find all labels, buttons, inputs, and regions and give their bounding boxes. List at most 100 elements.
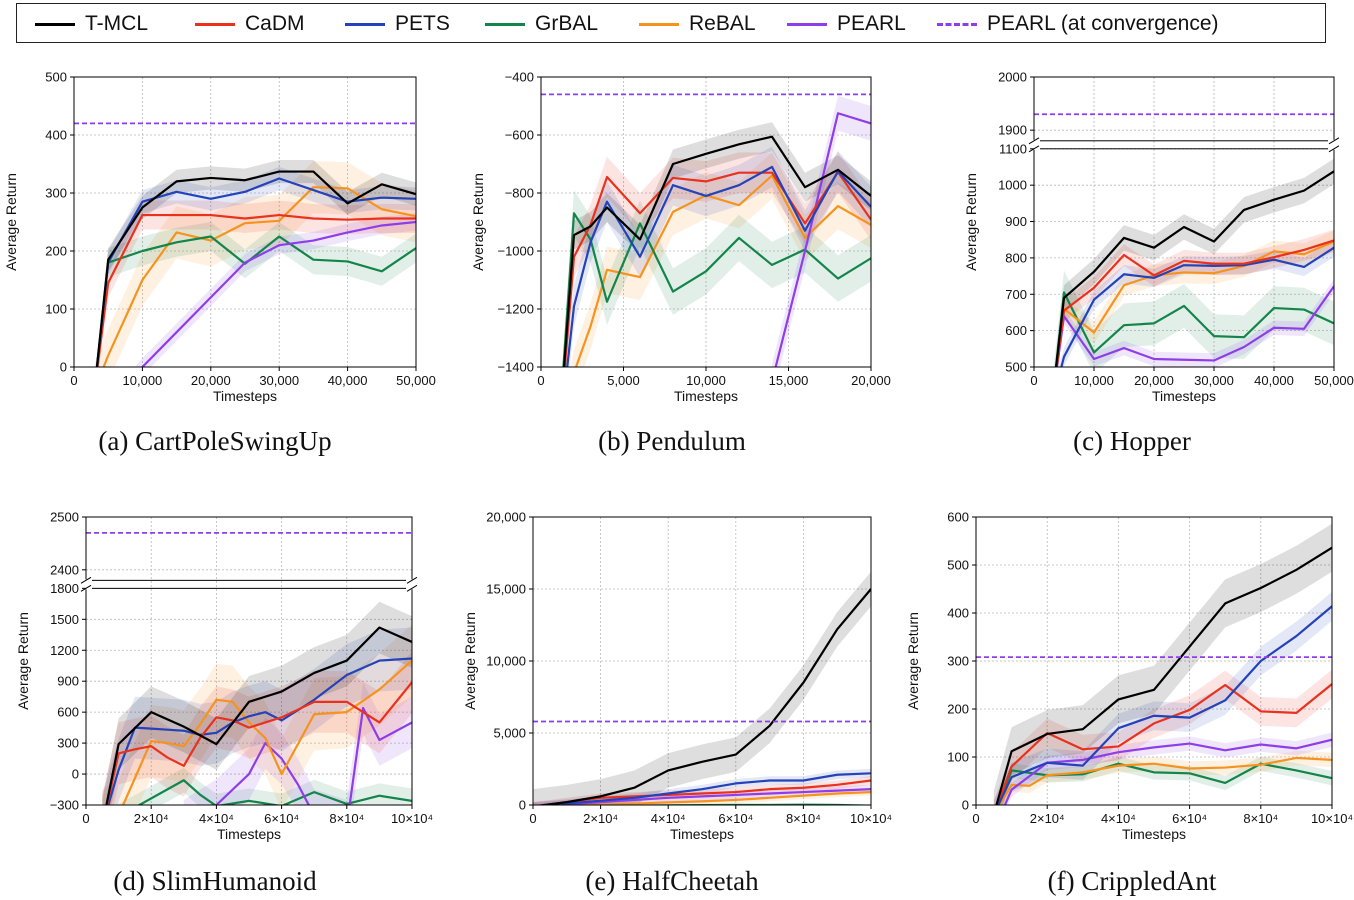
series-line-rebal (1055, 240, 1334, 367)
x-tick-label-4: 40,000 (1254, 373, 1294, 388)
legend-label-pearl: PEARL (837, 12, 906, 35)
frame-top (1033, 76, 1335, 142)
band-pets (95, 166, 416, 367)
y-tick-label-4: −600 (505, 128, 534, 143)
series-line-grbal (1054, 291, 1334, 367)
legend-swatch-pearlconv (937, 22, 977, 26)
axis-break-mask-0 (1028, 139, 1040, 150)
band-rebal (995, 750, 1332, 805)
chart-svg-pendulum: 0 5,000 10,000 15,000 20,000 −1400 −1200 −1000 −… (470, 70, 891, 405)
band-tmcl (533, 571, 871, 805)
y-tick-label-2: 300 (57, 736, 79, 751)
plot-area-crippledant (993, 523, 1332, 805)
chart-svg-slimhumanoid: 0 2×10⁴ 4×10⁴ 6×10⁴ 8×10⁴ 10×10⁴−300030060090… (15, 510, 433, 843)
legend-item-grbal: GrBAL (485, 4, 598, 44)
legend-swatch-pets (345, 22, 385, 26)
y-tick-label-5: 1000 (998, 178, 1027, 193)
legend-swatch-tmcl (35, 22, 75, 26)
series-line-tmcl (105, 626, 412, 805)
x-tick-label-4: 20,000 (851, 373, 891, 388)
y-tick-label-3: 600 (57, 705, 79, 720)
band-pearl (1001, 732, 1332, 805)
band-grbal (1053, 270, 1334, 367)
series-line-grbal (996, 762, 1332, 805)
y-top-tick-label-0: 2400 (50, 562, 79, 577)
legend-label-pearlconv: PEARL (at convergence) (987, 12, 1219, 35)
legend-item-tmcl: T-MCL (35, 4, 148, 44)
series-line-pets (1060, 246, 1334, 367)
series-line-pets (107, 657, 412, 805)
x-tick-label-1: 2×10⁴ (1030, 811, 1065, 826)
axis-break-mask-1 (406, 579, 418, 590)
x-axis-label: Timesteps (674, 388, 738, 404)
y-top-tick-label-1: 2000 (998, 70, 1027, 85)
x-tick-label-2: 10,000 (686, 373, 726, 388)
series-line-pets (536, 772, 871, 805)
band-grbal (117, 767, 412, 805)
y-tick-label-4: 400 (45, 128, 67, 143)
x-tick-label-1: 10,000 (1074, 373, 1114, 388)
axes-frame-slimhumanoid (80, 516, 418, 806)
y-tick-label-2: 10,000 (486, 654, 526, 669)
y-tick-label-5: −400 (505, 70, 534, 85)
y-tick-label-1: 600 (1005, 323, 1027, 338)
band-pets (102, 627, 412, 805)
y-top-tick-label-0: 1900 (998, 123, 1027, 138)
y-axis-label: Average Return (963, 173, 979, 271)
panel-pendulum: 0 5,000 10,000 15,000 20,000 −1400 −1200 −1000 −… (455, 55, 895, 405)
band-tmcl (102, 601, 412, 805)
caption-halfcheetah: (e) HalfCheetah (585, 866, 759, 896)
x-axis-label: Timesteps (670, 826, 734, 842)
series-line-rebal (102, 186, 416, 367)
y-tick-label-2: 200 (947, 702, 969, 717)
axis-break-mask-0 (80, 579, 92, 590)
caption-cartpole: (a) CartPoleSwingUp (98, 426, 332, 456)
legend-item-pets: PETS (345, 4, 450, 44)
series-line-tmcl (562, 135, 871, 367)
y-tick-label-3: −800 (505, 186, 534, 201)
y-tick-label-0: −300 (50, 798, 79, 813)
y-tick-label-2: −1000 (497, 244, 534, 259)
x-tick-label-0: 0 (529, 811, 536, 826)
y-axis-label: Average Return (905, 612, 921, 710)
y-tick-label-1: 0 (72, 767, 79, 782)
band-pearl (772, 95, 871, 367)
ticks-slimhumanoid: 0 2×10⁴ 4×10⁴ 6×10⁴ 8×10⁴ 10×10⁴−300030060090… (50, 510, 433, 827)
ticks-crippledant: 0 2×10⁴ 4×10⁴ 6×10⁴ 8×10⁴ 10×10⁴ 0 100 200 300 400… (947, 510, 1353, 827)
series-line-cadm (105, 681, 412, 805)
axis-break-mark-1 (406, 576, 418, 584)
x-tick-label-3: 6×10⁴ (264, 811, 299, 826)
y-tick-label-3: 800 (1005, 250, 1027, 265)
caption-pendulum: (b) Pendulum (598, 426, 746, 456)
x-axis-label: Timesteps (217, 826, 281, 842)
y-tick-label-0: 500 (1005, 360, 1027, 375)
x-tick-label-3: 30,000 (1194, 373, 1234, 388)
axis-break-mark-1 (1328, 137, 1340, 145)
ticks-halfcheetah: 0 2×10⁴ 4×10⁴ 6×10⁴ 8×10⁴ 10×10⁴ 0 5,000 10,000 1… (486, 510, 892, 827)
chart-svg-crippledant: 0 2×10⁴ 4×10⁴ 6×10⁴ 8×10⁴ 10×10⁴ 0 100 200 300 400… (905, 510, 1353, 843)
series-line-pearl (538, 788, 871, 805)
series-line-tmcl (995, 546, 1332, 805)
series-line-cadm (563, 171, 871, 367)
band-cadm (102, 651, 412, 805)
legend-item-cadm: CaDM (195, 4, 305, 44)
plot-area-slimhumanoid (102, 601, 412, 805)
caption-slimhumanoid: (d) SlimHumanoid (113, 866, 317, 896)
band-cadm (1055, 229, 1334, 367)
band-tmcl (1054, 158, 1334, 367)
plot-area-cartpole (94, 159, 416, 367)
y-tick-label-0: 0 (60, 360, 67, 375)
x-tick-label-1: 5,000 (607, 373, 640, 388)
x-axis-label: Timesteps (1152, 388, 1216, 404)
x-axis-label: Timesteps (213, 388, 277, 404)
y-tick-label-0: 0 (519, 798, 526, 813)
x-tick-label-1: 2×10⁴ (134, 811, 169, 826)
axes-frame-hopper (1028, 76, 1340, 368)
y-tick-label-0: −1400 (497, 360, 534, 375)
y-tick-label-1: 100 (45, 302, 67, 317)
band-grbal (561, 190, 871, 367)
series-line-pearl (1003, 738, 1332, 805)
x-tick-label-0: 0 (537, 373, 544, 388)
legend-item-pearl: PEARL (787, 4, 906, 44)
y-tick-label-6: 600 (947, 510, 969, 525)
